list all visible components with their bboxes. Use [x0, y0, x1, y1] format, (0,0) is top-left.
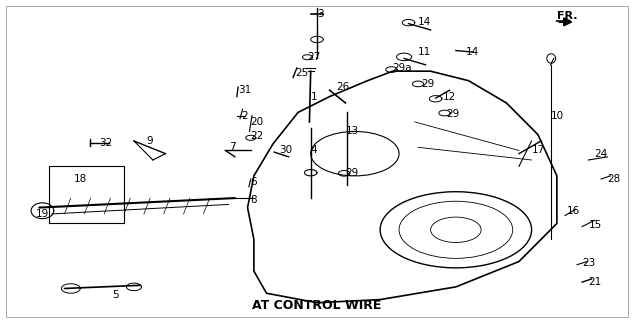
Text: 28: 28: [607, 174, 621, 184]
Text: 24: 24: [595, 149, 608, 159]
Text: 14: 14: [418, 17, 431, 27]
Text: 26: 26: [336, 82, 349, 92]
Text: 32: 32: [100, 138, 112, 148]
Text: 19: 19: [36, 209, 49, 219]
Text: 29: 29: [446, 109, 460, 119]
Text: AT CONTROL WIRE: AT CONTROL WIRE: [252, 299, 382, 312]
Text: 14: 14: [465, 47, 479, 57]
Text: 2: 2: [242, 111, 248, 121]
Text: 31: 31: [238, 85, 251, 95]
Text: 27: 27: [307, 52, 321, 62]
Text: 15: 15: [588, 220, 602, 230]
Text: 9: 9: [146, 136, 153, 146]
Text: 29: 29: [346, 168, 359, 178]
Text: 12: 12: [443, 92, 456, 101]
Text: 30: 30: [279, 146, 292, 156]
Text: FR.: FR.: [557, 11, 578, 21]
Text: 10: 10: [550, 111, 564, 121]
Text: 7: 7: [229, 142, 235, 152]
Text: 22: 22: [250, 131, 264, 141]
Text: 18: 18: [74, 174, 87, 184]
Text: 6: 6: [250, 177, 257, 187]
Text: 3: 3: [317, 9, 323, 19]
Text: 29a: 29a: [392, 63, 412, 73]
Text: 1: 1: [311, 92, 317, 101]
Text: 13: 13: [346, 126, 359, 136]
Text: 8: 8: [250, 195, 257, 205]
Text: 17: 17: [532, 146, 545, 156]
Text: 29: 29: [421, 79, 434, 89]
Text: 21: 21: [588, 277, 602, 287]
Text: 20: 20: [250, 117, 264, 127]
Text: 16: 16: [566, 206, 579, 216]
Text: 25: 25: [295, 68, 308, 78]
Text: 11: 11: [418, 47, 431, 57]
Text: 4: 4: [311, 146, 317, 156]
Text: 5: 5: [112, 290, 119, 300]
Text: 23: 23: [582, 258, 595, 268]
